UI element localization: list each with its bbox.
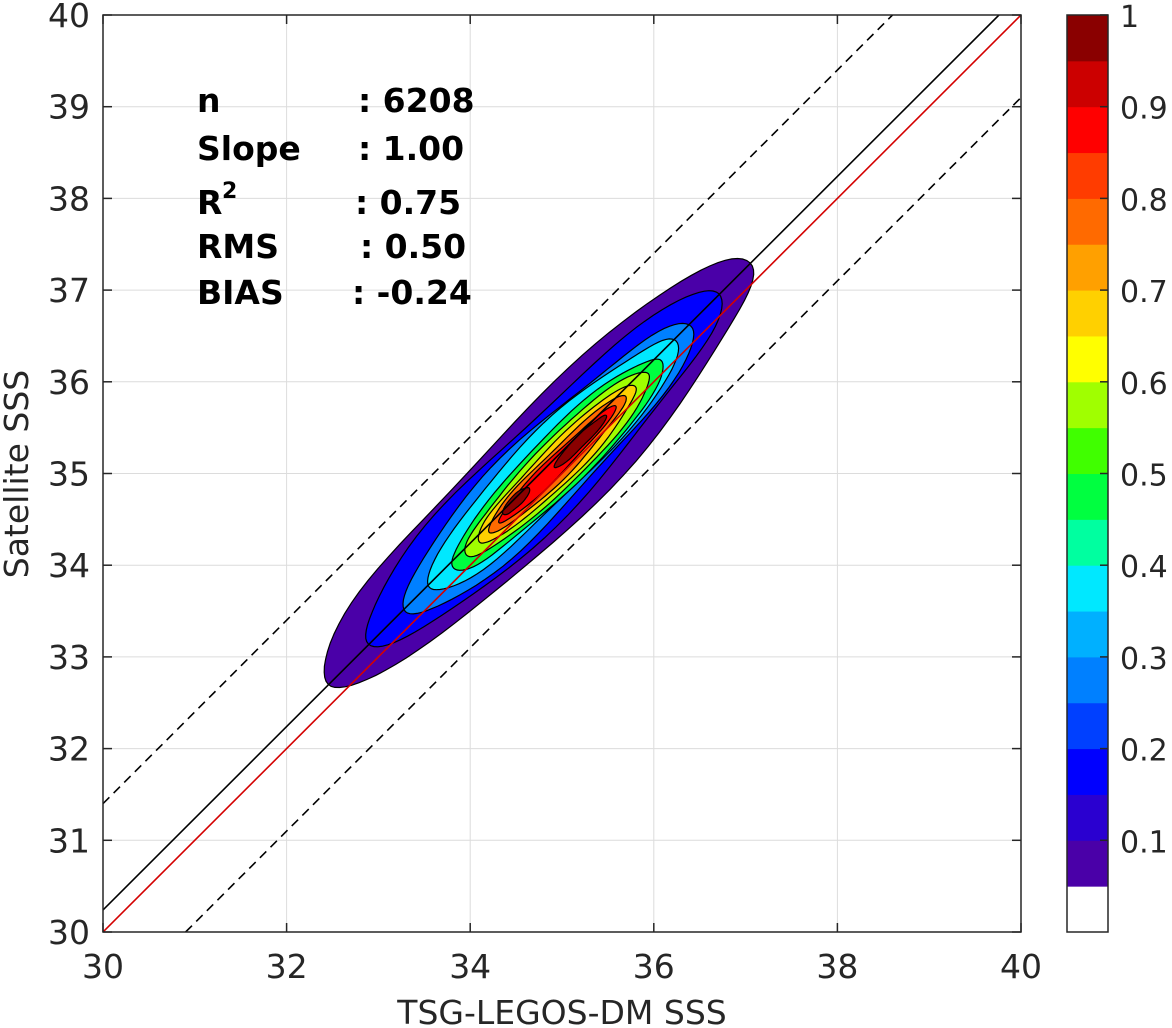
upper-band-line xyxy=(103,15,894,805)
colorbar-tick-label: 0.7 xyxy=(1120,275,1168,310)
colorbar-tick-label: 0.5 xyxy=(1120,459,1168,494)
stat-value: : 6208 xyxy=(358,81,475,120)
colorbar-segment xyxy=(1067,381,1108,429)
colorbar-tick-label: 1 xyxy=(1120,0,1139,35)
colorbar: 0.1 0.2 0.3 0.4 0.5 0.6 0.7 0.8 0.9 1 xyxy=(1066,0,1168,933)
colorbar-tick-label: 0.2 xyxy=(1120,734,1168,769)
y-tick-label: 36 xyxy=(48,363,90,402)
y-tick-label: 35 xyxy=(48,455,90,494)
stat-value: : 1.00 xyxy=(358,129,464,168)
y-tick-label: 40 xyxy=(48,0,90,35)
lower-band-line xyxy=(185,96,1021,932)
stat-label: BIAS xyxy=(197,273,284,312)
colorbar-segment xyxy=(1067,427,1108,474)
colorbar-segment xyxy=(1067,106,1108,154)
colorbar-tick-label: 0.3 xyxy=(1120,642,1168,677)
colorbar-segment xyxy=(1067,886,1108,933)
colorbar-segment xyxy=(1067,794,1108,841)
fit-line xyxy=(103,15,1000,911)
colorbar-tick-label: 0.4 xyxy=(1120,550,1168,585)
x-tick-label: 38 xyxy=(816,947,858,986)
colorbar-segment xyxy=(1067,748,1108,795)
one-to-one-line xyxy=(103,15,1021,932)
x-tick-label: 32 xyxy=(266,947,308,986)
stat-value: : -0.24 xyxy=(352,273,472,312)
colorbar-segment xyxy=(1067,198,1108,245)
reference-lines xyxy=(103,15,1021,932)
x-tick-label: 34 xyxy=(449,947,491,986)
statistics-box: n : 6208 Slope : 1.00 R 2 : 0.75 RMS : 0.50 BIAS:… xyxy=(197,81,475,312)
colorbar-segment xyxy=(1067,244,1108,291)
x-tick-label: 30 xyxy=(82,947,124,986)
x-axis-ticks: 30 32 34 36 38 40 xyxy=(82,15,1042,986)
x-tick-label: 40 xyxy=(1000,947,1042,986)
stat-label: Slope xyxy=(197,129,301,168)
colorbar-segment xyxy=(1067,152,1108,199)
y-tick-label: 34 xyxy=(48,546,90,585)
colorbar-segment xyxy=(1067,15,1108,62)
stat-label: R xyxy=(197,183,222,222)
colorbar-segment xyxy=(1067,519,1108,566)
y-axis-ticks: 30 31 32 33 34 35 36 37 38 39 40 xyxy=(48,0,1021,952)
y-tick-label: 31 xyxy=(48,821,90,860)
stat-value: : 0.50 xyxy=(360,227,466,266)
colorbar-tick-label: 0.6 xyxy=(1120,367,1168,402)
y-tick-label: 37 xyxy=(48,271,90,310)
density-contour-level xyxy=(553,414,608,469)
y-tick-label: 32 xyxy=(48,730,90,769)
y-tick-label: 33 xyxy=(48,638,90,677)
stat-label: n xyxy=(197,81,221,120)
y-axis-label: Satellite SSS xyxy=(0,370,36,579)
grid xyxy=(102,14,1022,933)
y-tick-label: 39 xyxy=(48,88,90,127)
x-axis-label: TSG-LEGOS-DM SSS xyxy=(396,993,726,1028)
colorbar-segment xyxy=(1067,565,1108,612)
colorbar-segment xyxy=(1067,473,1108,520)
colorbar-tick-label: 0.9 xyxy=(1120,92,1168,127)
colorbar-segment xyxy=(1067,656,1108,704)
y-tick-label: 30 xyxy=(48,913,90,952)
x-tick-label: 36 xyxy=(633,947,675,986)
stat-value: : 0.75 xyxy=(355,183,461,222)
colorbar-segment xyxy=(1067,335,1108,383)
colorbar-segment xyxy=(1067,611,1108,658)
stat-label: RMS xyxy=(197,227,279,266)
colorbar-tick-label: 0.8 xyxy=(1120,183,1168,218)
colorbar-tick-label: 0.1 xyxy=(1120,825,1168,860)
colorbar-segment xyxy=(1067,702,1108,750)
stat-superscript: 2 xyxy=(222,179,237,204)
colorbar-segment xyxy=(1067,840,1108,887)
density-contour-level xyxy=(502,487,531,516)
y-tick-label: 38 xyxy=(48,179,90,218)
colorbar-segment xyxy=(1067,60,1108,108)
colorbar-segment xyxy=(1067,290,1108,337)
